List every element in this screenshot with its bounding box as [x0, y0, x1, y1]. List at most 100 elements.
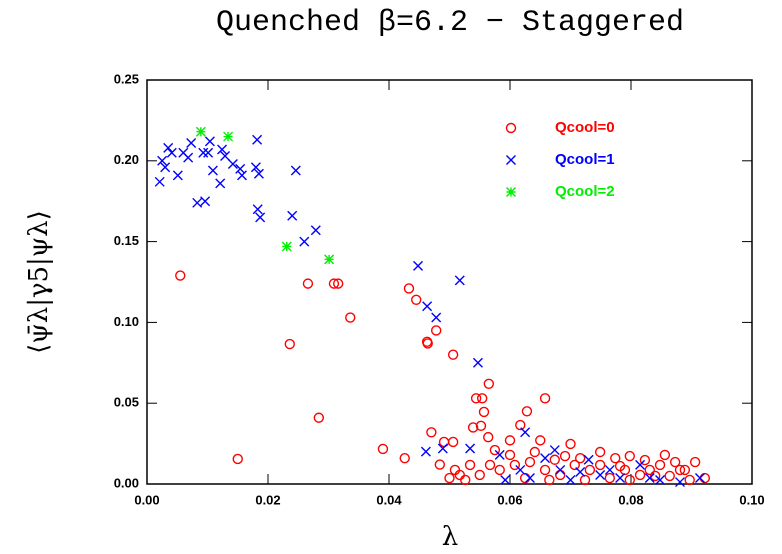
point: [675, 477, 685, 488]
point: [489, 444, 501, 456]
point: [699, 472, 711, 484]
point: [454, 275, 465, 286]
point: [160, 162, 171, 173]
point: [555, 464, 566, 475]
point: [470, 393, 482, 404]
point: [583, 454, 594, 465]
point: [539, 393, 551, 404]
point: [679, 464, 691, 476]
point: [604, 472, 616, 484]
point: [223, 131, 234, 142]
point: [399, 452, 410, 464]
point: [220, 150, 231, 161]
point: [430, 325, 442, 336]
point: [604, 464, 615, 475]
point: [332, 278, 344, 289]
point: [635, 459, 646, 470]
point: [555, 469, 566, 481]
point: [183, 152, 194, 163]
point: [422, 301, 433, 312]
point: [584, 464, 596, 476]
point: [465, 443, 476, 454]
point: [520, 427, 531, 438]
point: [154, 176, 165, 187]
point: [175, 270, 186, 281]
point: [659, 449, 671, 461]
point: [515, 464, 526, 475]
point: [694, 473, 705, 484]
point: [411, 294, 422, 305]
y-tick-label: 0.05: [114, 395, 139, 410]
point: [476, 393, 488, 404]
point: [483, 431, 494, 443]
point: [166, 147, 177, 158]
point: [281, 241, 292, 252]
point: [324, 254, 335, 265]
point: [420, 446, 431, 457]
point: [615, 473, 626, 484]
point: [494, 449, 505, 460]
point: [438, 436, 450, 448]
point: [413, 260, 424, 271]
legend-label: Qcool=2: [555, 183, 615, 200]
point: [163, 142, 174, 153]
point: [524, 473, 535, 484]
x-tick-label: 0.00: [134, 492, 159, 507]
x-tick-label: 0.08: [618, 492, 643, 507]
point: [284, 338, 295, 350]
point: [434, 459, 446, 470]
y-tick-label: 0.20: [114, 152, 139, 167]
point: [217, 144, 228, 155]
point: [624, 450, 635, 462]
point: [639, 454, 651, 466]
x-tick-label: 0.10: [739, 492, 764, 507]
point: [227, 159, 238, 170]
point: [431, 312, 442, 323]
point: [650, 470, 661, 482]
point: [252, 134, 263, 145]
point: [509, 459, 521, 471]
point: [565, 438, 576, 450]
point: [574, 452, 586, 464]
point: [186, 138, 197, 149]
point: [403, 283, 415, 294]
point: [313, 412, 325, 423]
point: [644, 464, 655, 476]
point: [504, 435, 516, 446]
point: [472, 357, 483, 368]
y-tick-label: 0.10: [114, 314, 139, 329]
point: [634, 469, 646, 481]
point: [232, 453, 243, 465]
point: [519, 472, 531, 484]
point: [684, 474, 695, 486]
point: [539, 464, 551, 476]
point: [474, 469, 485, 481]
point: [504, 449, 516, 461]
point: [674, 464, 686, 476]
point: [619, 464, 631, 476]
point: [203, 147, 214, 158]
point: [549, 445, 560, 456]
point: [664, 470, 675, 482]
point: [594, 446, 606, 458]
point: [250, 162, 261, 173]
point: [192, 197, 203, 208]
point: [437, 443, 448, 454]
point: [654, 459, 666, 471]
point: [521, 406, 533, 417]
point: [426, 427, 437, 438]
point: [565, 474, 576, 485]
point: [204, 136, 215, 147]
point: [610, 452, 621, 464]
point: [689, 456, 701, 468]
x-tick-label: 0.02: [255, 492, 280, 507]
chart-title: Quenched β=6.2 − Staggered: [216, 6, 684, 40]
point: [236, 170, 247, 181]
point: [494, 464, 505, 476]
point: [157, 155, 168, 166]
legend-label: Qcool=0: [555, 119, 615, 136]
point: [299, 236, 310, 247]
point: [669, 456, 681, 468]
point: [484, 459, 496, 471]
